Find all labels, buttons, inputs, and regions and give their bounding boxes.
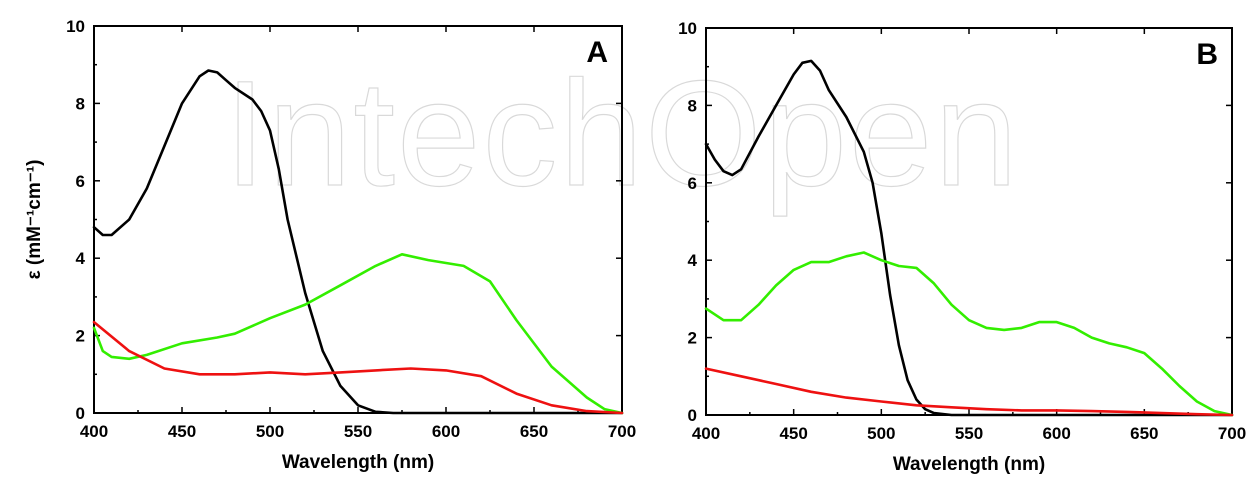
y-tick-label: 2	[76, 327, 85, 346]
chart-panel-a: 400 450 500 550 600 650 700 0 2 4 6 8 10 Wavelength (…	[24, 17, 636, 473]
x-tick-label: 500	[256, 422, 284, 441]
x-axis-title: Wavelength (nm)	[282, 452, 434, 473]
panel-label: A	[586, 36, 608, 69]
series-line-1	[704, 59, 1234, 417]
y-tick-label: 10	[678, 19, 697, 38]
x-tick-label: 400	[692, 424, 720, 443]
series-line-2	[92, 253, 624, 415]
series-line-3	[92, 320, 624, 415]
y-axis-title: ε (mM⁻¹cm⁻¹)	[24, 160, 45, 280]
series-line-3	[704, 367, 1234, 417]
panel-label: B	[1196, 38, 1218, 71]
x-tick-label: 400	[80, 422, 108, 441]
series-line-2	[704, 251, 1234, 417]
y-tick-label: 6	[688, 174, 697, 193]
x-tick-label: 600	[432, 422, 460, 441]
x-tick-label: 500	[867, 424, 895, 443]
x-tick-label: 700	[1218, 424, 1246, 443]
panels: 400 450 500 550 600 650 700 0 2 4 6 8 10 Wavelength (…	[24, 17, 1246, 475]
y-tick-label: 2	[688, 329, 697, 348]
x-axis-title: Wavelength (nm)	[893, 454, 1045, 475]
x-tick-label: 450	[779, 424, 807, 443]
y-tick-label: 8	[76, 94, 85, 113]
x-tick-label: 700	[608, 422, 636, 441]
y-tick-label: 4	[688, 251, 698, 270]
chart-panel-b: 400 450 500 550 600 650 700 0 2 4 6 8 10 Wavelength (…	[678, 19, 1246, 475]
y-tick-label: 0	[688, 406, 697, 425]
x-tick-label: 650	[520, 422, 548, 441]
y-tick-label: 4	[76, 249, 86, 268]
y-tick-label: 0	[76, 404, 85, 423]
x-tick-label: 550	[344, 422, 372, 441]
x-tick-label: 600	[1042, 424, 1070, 443]
x-tick-label: 450	[168, 422, 196, 441]
y-tick-label: 8	[688, 96, 697, 115]
y-tick-label: 6	[76, 172, 85, 191]
x-tick-label: 550	[955, 424, 983, 443]
series-line-1	[92, 69, 624, 415]
x-tick-label: 650	[1130, 424, 1158, 443]
y-tick-label: 10	[66, 17, 85, 36]
